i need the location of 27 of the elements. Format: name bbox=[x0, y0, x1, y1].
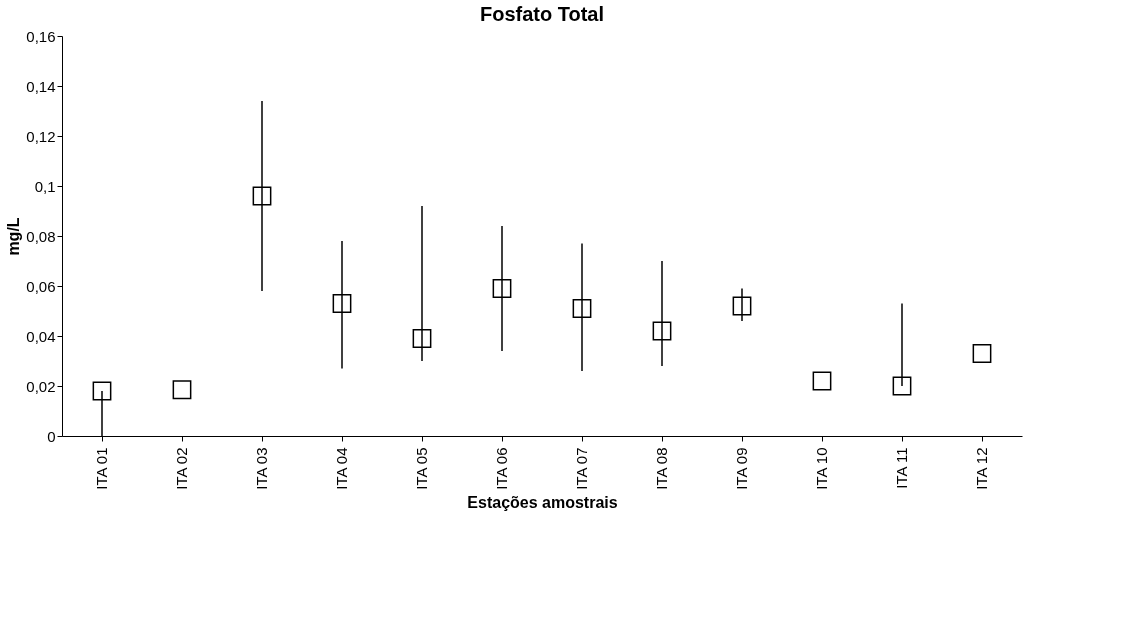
y-tick-label: 0,08 bbox=[26, 227, 56, 245]
y-tick-label: 0,12 bbox=[26, 127, 56, 145]
point bbox=[812, 371, 832, 391]
x-tick-label: ITA 08 bbox=[653, 447, 670, 490]
y-tick-label: 0,16 bbox=[26, 27, 56, 45]
x-tick-label: ITA 07 bbox=[573, 447, 590, 490]
y-axis-title: mg/L bbox=[5, 217, 23, 256]
y-tick-label: 0,06 bbox=[26, 277, 56, 295]
y-tick-label: 0,02 bbox=[26, 377, 56, 395]
x-tick-label: ITA 03 bbox=[253, 447, 270, 490]
x-tick-label: ITA 01 bbox=[93, 447, 110, 490]
y-tick-label: 0,14 bbox=[26, 77, 56, 95]
chart-title: Fosfato Total bbox=[479, 3, 605, 25]
x-tick-label: ITA 02 bbox=[173, 447, 190, 490]
point bbox=[972, 344, 992, 363]
y-tick-label: 0 bbox=[47, 427, 56, 445]
y-tick-label: 0,1 bbox=[34, 177, 56, 195]
point bbox=[172, 380, 192, 400]
x-tick-label: ITA 09 bbox=[733, 447, 750, 490]
x-tick-label: ITA 04 bbox=[333, 447, 350, 490]
x-tick-label: ITA 06 bbox=[493, 447, 510, 490]
x-axis-title: Estações amostrais bbox=[467, 493, 618, 511]
x-tick-label: ITA 05 bbox=[413, 447, 430, 490]
x-tick-label: ITA 10 bbox=[813, 447, 830, 490]
x-tick-label: ITA 11 bbox=[893, 447, 910, 489]
x-tick-label: ITA 12 bbox=[973, 447, 990, 490]
y-tick-label: 0,04 bbox=[26, 327, 56, 345]
